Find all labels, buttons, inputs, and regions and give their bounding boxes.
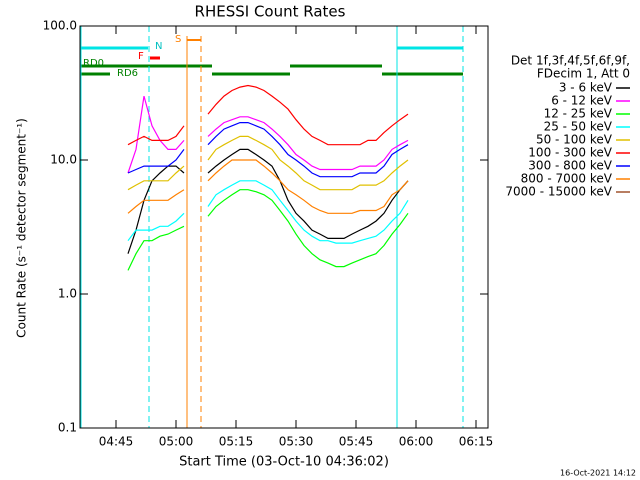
legend-label: 25 - 50 keV [544,120,613,134]
series-line [127,135,409,191]
x-tick-label: 05:45 [339,435,374,449]
x-tick-label: 06:15 [459,435,494,449]
legend-label: 12 - 25 keV [544,107,613,121]
x-axis-label: Start Time (03-Oct-10 04:36:02) [179,455,389,470]
plot-frame [79,25,489,429]
annotation: S [175,34,181,45]
y-tick-label: 0.1 [58,421,77,435]
series-line [127,189,409,271]
legend-label: 300 - 800 keV [528,159,612,173]
legend-label: 3 - 6 keV [559,81,613,95]
annotation: RD0 [83,58,104,69]
chart-title: RHESSI Count Rates [195,3,346,21]
x-tick-label: 06:00 [399,435,434,449]
series-line [127,148,409,254]
legend-title: Det 1f,3f,4f,5f,6f,9f, [511,54,630,68]
y-tick-label: 10.0 [50,153,77,167]
legend-label: 6 - 12 keV [551,94,613,108]
legend-label: 800 - 7000 keV [521,172,613,186]
x-tick-label: 05:00 [159,435,194,449]
flag-bars [80,26,464,428]
legend-label: 7000 - 15000 keV [505,185,612,199]
series-line [127,159,409,214]
y-tick-label: 100.0 [43,19,77,33]
y-tick-label: 1.0 [58,287,77,301]
y-axis-label: Count Rate (s⁻¹ detector segment⁻¹) [15,118,29,338]
series-line [127,95,409,174]
legend-label: 100 - 300 keV [528,146,612,160]
x-tick-label: 05:15 [219,435,254,449]
legend-title: FDecim 1, Att 0 [537,67,630,81]
series-line [127,180,409,244]
annotation: N [155,41,162,52]
x-tick-label: 05:30 [279,435,314,449]
series-line [127,84,409,146]
series-line [127,122,409,178]
x-tick-label: 04:45 [99,435,134,449]
footer: 16-Oct-2021 14:12 [560,469,636,478]
legend-label: 50 - 100 keV [536,133,613,147]
annotation: F [138,51,144,62]
annotation: RD6 [117,68,138,79]
